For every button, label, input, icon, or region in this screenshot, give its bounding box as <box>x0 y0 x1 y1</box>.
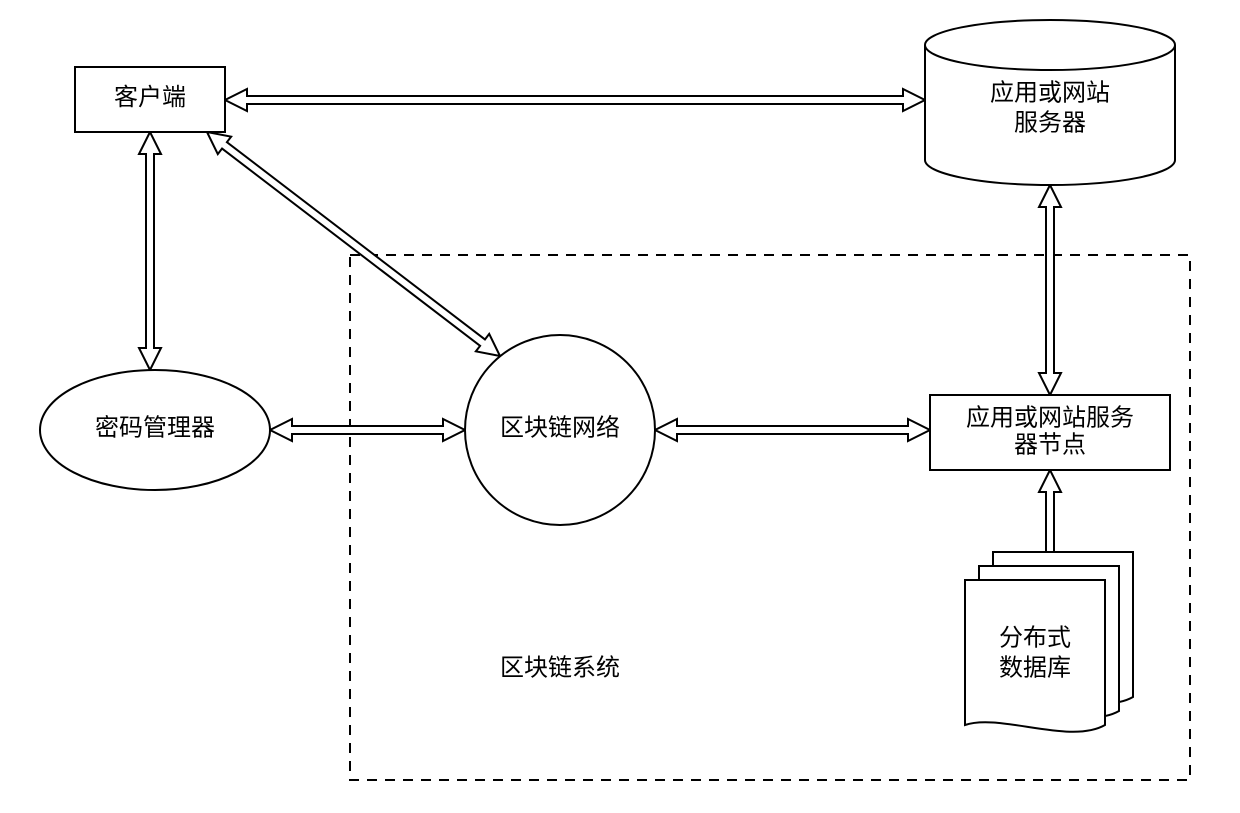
client-label: 客户端 <box>114 84 186 111</box>
edge-pwmgr-chain <box>270 419 465 441</box>
edge-server-srvnode <box>1039 185 1061 395</box>
db-label-2: 数据库 <box>999 655 1071 682</box>
server-node-label-2: 器节点 <box>1014 432 1086 459</box>
app-server-label-1: 应用或网站 <box>990 80 1110 107</box>
app-server-label-2: 服务器 <box>1014 110 1086 137</box>
edge-client-pwmgr <box>139 132 161 370</box>
edge-chain-srvnode <box>655 419 930 441</box>
blockchain-system-label: 区块链系统 <box>500 655 620 682</box>
edge-client-server <box>225 89 925 111</box>
server-node-label-1: 应用或网站服务 <box>966 405 1134 432</box>
db-label-1: 分布式 <box>999 625 1071 652</box>
diagram-canvas: 区块链系统 客户端 应用或网站服务器密码管理器 区块链网络 应用或网站服务器节点分布式数… <box>0 0 1240 813</box>
edge-client-chain <box>207 132 500 356</box>
password-manager-label: 密码管理器 <box>95 415 215 442</box>
blockchain-network-label: 区块链网络 <box>500 415 620 442</box>
